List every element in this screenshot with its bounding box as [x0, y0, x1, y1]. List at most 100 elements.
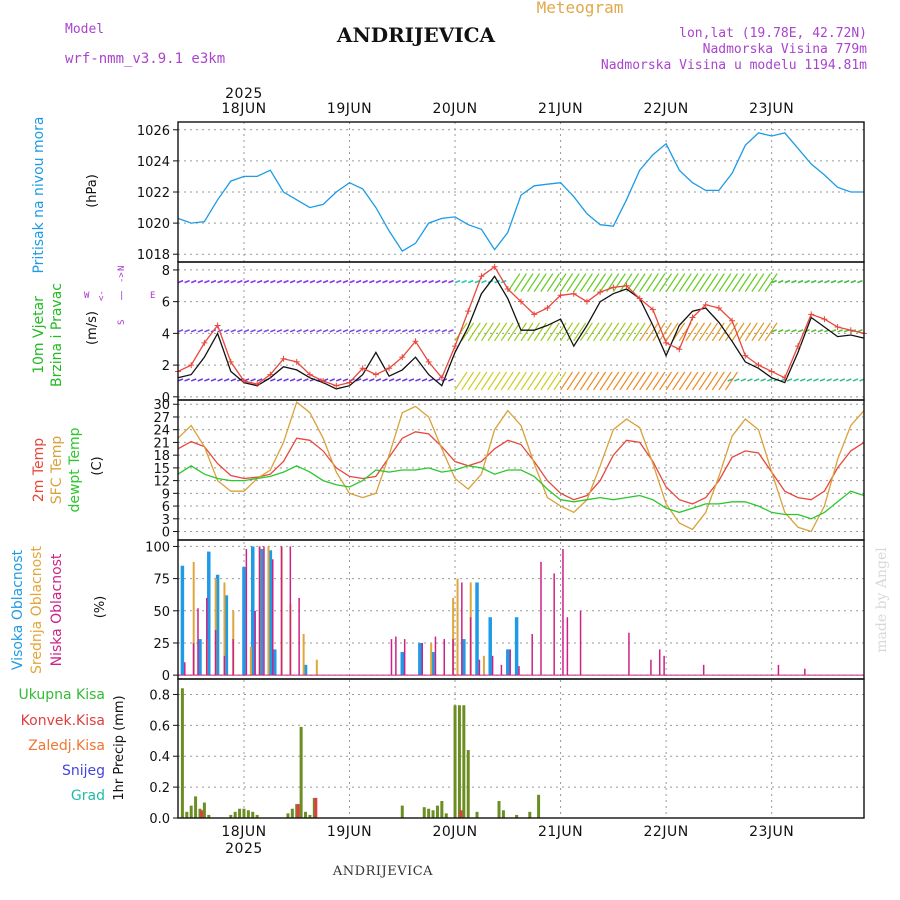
wind-direction-mark — [494, 371, 508, 391]
gust-marker — [834, 324, 841, 331]
bar-precip-0 — [462, 705, 466, 818]
y-tick-label: 27 — [153, 411, 170, 426]
wind-direction-mark — [804, 279, 810, 284]
wind-direction-mark — [738, 273, 752, 292]
wind-direction-mark — [461, 279, 467, 284]
wind-direction-mark — [724, 322, 738, 342]
panel-frame-precip — [177, 678, 865, 819]
wind-direction-mark — [705, 322, 719, 342]
wind-direction-mark — [480, 371, 494, 391]
gust-marker — [386, 365, 393, 372]
wind-direction-mark — [573, 273, 587, 292]
y-tick-label: 1018 — [137, 248, 170, 263]
station-title: ANDRIJEVICA — [336, 23, 496, 47]
wind-direction-mark — [685, 371, 699, 391]
wind-direction-mark — [303, 329, 309, 333]
gust-marker — [795, 343, 802, 350]
bar-precip-0 — [286, 813, 290, 818]
bar-clouds-0 — [431, 651, 435, 676]
wind-direction-mark — [632, 322, 646, 342]
wind-direction-mark — [639, 322, 653, 342]
bar-clouds-2 — [390, 639, 393, 676]
wind-direction-mark — [727, 378, 733, 382]
date-label-top: 23JUN — [749, 101, 794, 117]
wind-direction-mark — [197, 329, 204, 333]
gust-marker — [188, 362, 195, 369]
gust-marker — [267, 371, 274, 378]
wind-direction-mark — [659, 371, 673, 391]
wind-direction-mark — [342, 329, 349, 333]
model-altitude-label: Nadmorska Visina u modelu 1194.81m — [601, 58, 867, 73]
wind-direction-mark — [612, 322, 626, 342]
cloud-unit-label: (%) — [93, 596, 108, 619]
wind-direction-mark — [546, 322, 560, 342]
y-tick-label: 1026 — [137, 124, 170, 139]
y-tick-label: 0.4 — [149, 750, 170, 765]
wind-direction-mark — [395, 378, 401, 382]
wind-direction-mark — [757, 322, 771, 342]
wind-direction-mark — [513, 273, 527, 292]
gust-marker — [742, 352, 749, 359]
gust-marker — [544, 305, 551, 311]
wind-direction-mark — [441, 329, 448, 333]
wind-direction-mark — [230, 378, 237, 382]
gust-marker — [346, 379, 353, 386]
wind-direction-mark — [626, 322, 640, 342]
wind-direction-mark — [797, 329, 804, 333]
bar-clouds-0 — [180, 565, 185, 676]
gust-marker — [491, 263, 498, 270]
bar-clouds-2 — [469, 617, 472, 676]
wind-direction-mark — [329, 329, 335, 333]
wind-direction-mark — [579, 273, 593, 292]
grid-lines — [178, 122, 864, 819]
wind-direction-mark — [540, 371, 554, 391]
bar-precip-0 — [453, 705, 457, 818]
wind-direction-mark — [513, 371, 527, 391]
wind-direction-mark — [705, 273, 719, 292]
wind-direction-mark — [415, 329, 421, 333]
gust-marker — [227, 358, 234, 365]
series-line-temperature-2 — [177, 465, 865, 520]
wind-direction-mark — [659, 322, 673, 342]
wind-direction-mark — [421, 329, 428, 333]
gust-marker — [676, 346, 683, 353]
wind-direction-mark — [846, 378, 852, 382]
wind-direction-mark — [826, 378, 832, 382]
wind-direction-mark — [322, 279, 329, 284]
bar-clouds-0 — [514, 617, 519, 676]
wind-direction-mark — [659, 273, 673, 292]
y-tick-label: 0.2 — [149, 781, 170, 796]
wind-direction-row — [177, 371, 865, 391]
gust-marker — [689, 314, 696, 321]
y-tick-label: 100 — [145, 540, 170, 555]
gust-marker — [702, 301, 709, 308]
gust-marker — [557, 292, 564, 299]
wind-direction-mark — [355, 279, 362, 284]
altitude-label: Nadmorska Visina 779m — [703, 42, 868, 57]
y-tick-label: 1024 — [137, 155, 170, 170]
gust-marker — [425, 358, 432, 365]
wind-direction-mark — [243, 279, 250, 284]
gust-marker — [359, 365, 366, 372]
bar-precip-0 — [180, 688, 184, 818]
wind-direction-mark — [711, 273, 725, 292]
wind-direction-mark — [843, 279, 850, 284]
panel-wind: 0 2 4 6 8 — [162, 261, 867, 406]
wind-direction-mark — [270, 279, 276, 284]
wind-direction-mark — [349, 329, 355, 333]
wind-direction-mark — [738, 322, 752, 342]
gust-marker — [808, 311, 815, 318]
gust-marker — [412, 338, 419, 345]
bar-clouds-0 — [224, 595, 229, 676]
bar-clouds-2 — [434, 636, 437, 676]
gust-marker — [663, 339, 670, 346]
gust-marker — [465, 308, 472, 315]
wind-direction-mark — [467, 322, 481, 342]
wind-direction-mark — [645, 371, 659, 391]
y-tick-label: 75 — [153, 573, 170, 588]
wind-direction-mark — [698, 273, 712, 292]
gust-marker — [583, 298, 590, 305]
wind-direction-mark — [764, 273, 778, 292]
wind-direction-mark — [415, 279, 421, 284]
wind-direction-mark — [190, 279, 197, 284]
